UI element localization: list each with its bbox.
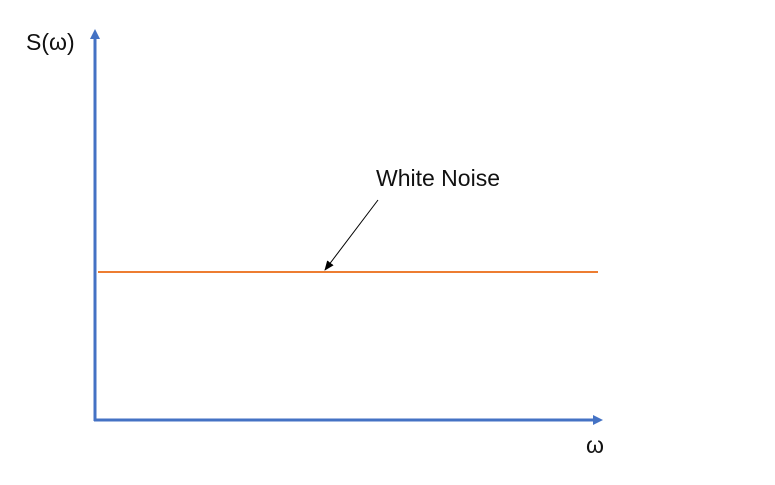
y-axis-label: S(ω) (26, 29, 75, 55)
x-axis-label: ω (586, 432, 604, 458)
annotation-arrow (324, 199, 379, 271)
white-noise-label: White Noise (376, 165, 500, 191)
